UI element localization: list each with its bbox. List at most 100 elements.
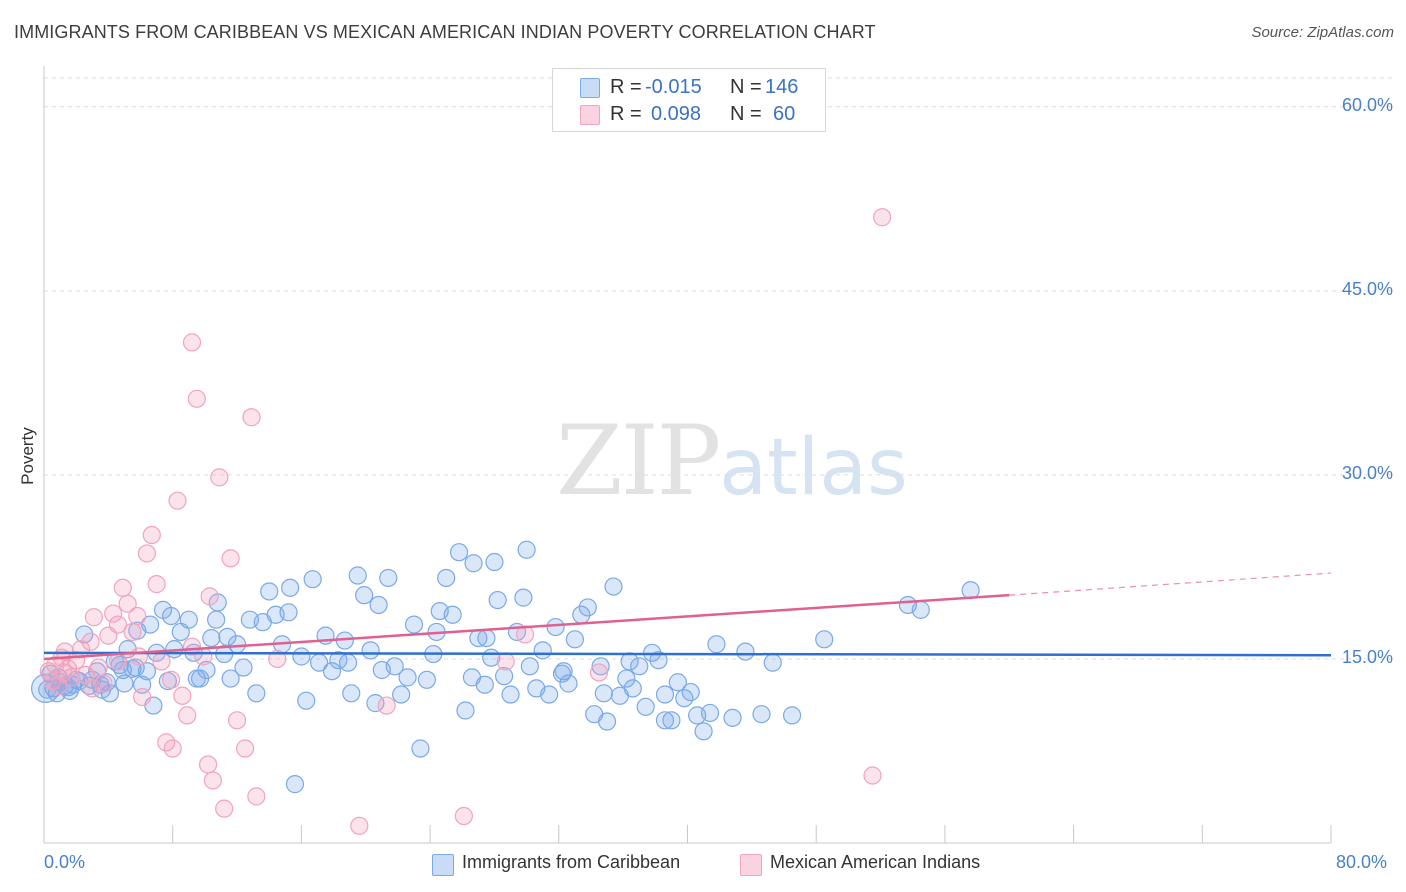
caribbean-point (565, 630, 584, 649)
caribbean-point (649, 651, 668, 670)
caribbean-point (355, 586, 374, 605)
mexican-point (118, 594, 137, 613)
mexican-point (454, 806, 473, 826)
mexican-point (182, 637, 202, 656)
caribbean-point (694, 722, 713, 741)
mexican-point (83, 679, 102, 698)
y-tick-label: 60.0% (1341, 94, 1393, 115)
gridlines (44, 77, 1392, 660)
caribbean-point (623, 679, 642, 698)
mexican-point (198, 755, 218, 774)
caribbean-point (655, 685, 675, 704)
mexican-point (147, 575, 166, 594)
mexican-point (108, 615, 128, 634)
caribbean-point (707, 635, 726, 654)
caribbean-point (591, 657, 610, 676)
bottom-legend-label-caribbean: Immigrants from Caribbean (462, 852, 681, 872)
mexican-point (203, 771, 223, 790)
mexican-point (242, 408, 261, 427)
mexican-point (496, 652, 515, 671)
mexican-point (49, 676, 68, 696)
caribbean-point (578, 598, 597, 617)
caribbean-point (404, 615, 424, 634)
caribbean-point (115, 674, 134, 693)
mexican-point (84, 608, 103, 627)
mexican-point (113, 578, 132, 597)
caribbean-point (366, 694, 385, 713)
caribbean-point (456, 701, 475, 720)
chart-title: IMMIGRANTS FROM CARIBBEAN VS MEXICAN AME… (14, 22, 876, 42)
caribbean-point (342, 684, 361, 703)
caribbean-point (604, 577, 623, 596)
legend-n-value: 146 (765, 76, 799, 98)
caribbean-point (443, 605, 462, 624)
y-tick-label: 45.0% (1341, 278, 1393, 299)
legend-n-label: N = (730, 76, 762, 98)
caribbean-point (417, 670, 436, 689)
legend-r-value: -0.015 (645, 76, 702, 98)
watermark-atlas: atlas (719, 423, 908, 513)
legend-r-label: R = (610, 103, 642, 125)
caribbean-point (533, 641, 552, 660)
caribbean-point (630, 657, 649, 676)
caribbean-point (398, 668, 417, 687)
mexican-trend-line (43, 593, 1010, 661)
correlation-legend: R = -0.015 N = 146 R = 0.098 N = 60 (552, 68, 826, 132)
caribbean-point (179, 610, 198, 629)
caribbean-point (700, 703, 720, 723)
mexican-point (200, 587, 219, 606)
mexican-point (178, 706, 197, 725)
mexican-point (187, 389, 206, 408)
caribbean-point (218, 627, 237, 646)
x-tick-label-max: 80.0% (1336, 852, 1388, 872)
caribbean-point (546, 617, 565, 637)
caribbean-point (449, 543, 469, 562)
caribbean-point (911, 600, 930, 619)
caribbean-point (477, 628, 496, 648)
caribbean-point (338, 653, 358, 672)
mexican-point (173, 686, 192, 705)
caribbean-point (668, 673, 687, 692)
caribbean-point (617, 669, 636, 688)
source-label: Source: ZipAtlas.com (1251, 24, 1394, 41)
mexican-point (137, 544, 157, 563)
caribbean-point (348, 566, 367, 585)
mexican-point (235, 739, 255, 758)
series-mexican-points (39, 208, 892, 835)
caribbean-point (221, 669, 240, 688)
mexican-point (168, 491, 187, 510)
bottom-legend-swatch-mexican (740, 854, 762, 876)
caribbean-point (292, 647, 311, 666)
mexican-point (873, 208, 892, 227)
legend-n-label: N = (730, 103, 762, 125)
mexican-point (161, 670, 181, 689)
mexican-point (123, 622, 142, 642)
caribbean-point (437, 568, 456, 588)
mexican-point (221, 549, 240, 568)
caribbean-point (475, 675, 494, 694)
caribbean-point (202, 628, 221, 648)
legend-n-value: 60 (773, 103, 796, 125)
mexican-point (104, 604, 123, 623)
caribbean-point (514, 588, 533, 607)
axes (43, 66, 1332, 844)
caribbean-point (392, 685, 411, 704)
caribbean-trend-line (43, 651, 1332, 657)
y-tick-label: 30.0% (1341, 462, 1393, 483)
caribbean-point (31, 673, 61, 704)
caribbean-point (464, 554, 483, 573)
caribbean-point (723, 708, 742, 727)
caribbean-point (517, 540, 536, 559)
mexican-point (163, 739, 182, 758)
legend-swatch-mexican (580, 105, 600, 125)
caribbean-point (279, 603, 298, 622)
watermark: ZIPatlas (556, 405, 908, 517)
caribbean-point (620, 652, 639, 671)
mexican-point (129, 647, 149, 666)
caribbean-point (736, 642, 755, 661)
caribbean-point (681, 682, 700, 702)
mexican-point (81, 632, 100, 651)
caribbean-point (752, 705, 771, 724)
caribbean-point (361, 641, 380, 660)
